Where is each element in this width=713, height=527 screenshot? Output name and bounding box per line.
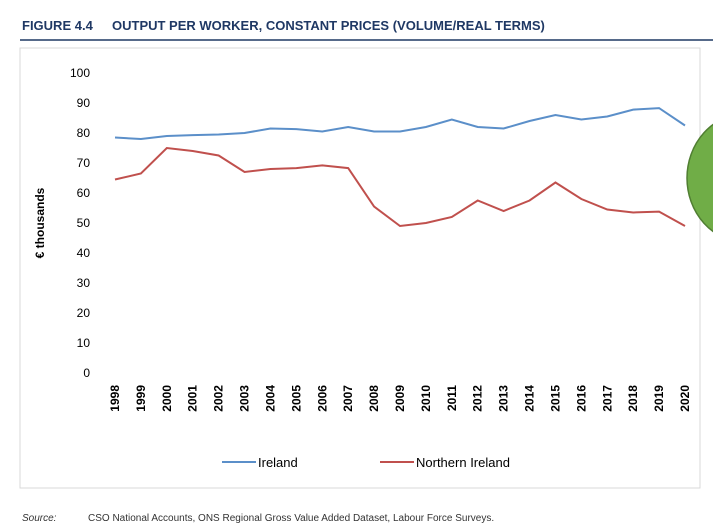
figure-title: OUTPUT PER WORKER, CONSTANT PRICES (VOLU… bbox=[112, 18, 545, 33]
chart-frame bbox=[19, 47, 701, 489]
x-tick-label: 2015 bbox=[548, 385, 562, 412]
y-tick-label: 40 bbox=[77, 246, 91, 260]
series-line bbox=[114, 107, 686, 141]
y-tick-label: 60 bbox=[77, 186, 91, 200]
x-tick-label: 2008 bbox=[367, 385, 381, 412]
x-tick-label: 2004 bbox=[263, 385, 277, 412]
x-tick-label: 2012 bbox=[471, 385, 485, 412]
x-tick-label: 2011 bbox=[445, 385, 459, 411]
y-tick-label: 70 bbox=[77, 156, 91, 170]
x-tick-label: 2000 bbox=[160, 385, 174, 412]
y-tick-label: 30 bbox=[77, 276, 91, 290]
y-tick-label: 80 bbox=[77, 126, 91, 140]
source-label: Source: bbox=[22, 513, 57, 524]
series-line bbox=[114, 146, 686, 228]
x-tick-label: 2002 bbox=[212, 385, 226, 412]
x-tick-label: 2003 bbox=[238, 385, 252, 412]
y-tick-label: 20 bbox=[77, 306, 91, 320]
x-tick-label: 2016 bbox=[574, 385, 588, 412]
x-tick-label: 2014 bbox=[523, 385, 537, 412]
x-tick-label: 2010 bbox=[419, 385, 433, 412]
y-tick-label: 10 bbox=[77, 336, 91, 350]
y-axis-label: € thousands bbox=[33, 187, 47, 258]
y-tick-label: 90 bbox=[77, 96, 91, 110]
x-tick-label: 2005 bbox=[289, 385, 303, 412]
y-tick-label: 0 bbox=[83, 366, 90, 380]
x-tick-label: 2017 bbox=[600, 385, 614, 412]
legend-label: Northern Ireland bbox=[416, 455, 510, 470]
legend-label: Ireland bbox=[258, 455, 298, 470]
x-tick-label: 2018 bbox=[626, 385, 640, 412]
y-tick-label: 50 bbox=[77, 216, 91, 230]
y-tick-label: 100 bbox=[70, 66, 90, 80]
x-tick-label: 2019 bbox=[652, 385, 666, 412]
figure-number: FIGURE 4.4 bbox=[22, 18, 94, 33]
source-text: CSO National Accounts, ONS Regional Gros… bbox=[88, 513, 494, 524]
x-tick-label: 2020 bbox=[678, 385, 692, 412]
x-tick-label: 1999 bbox=[134, 385, 148, 412]
x-tick-label: 2007 bbox=[341, 385, 355, 412]
x-tick-label: 1998 bbox=[108, 385, 122, 412]
x-tick-label: 2013 bbox=[497, 385, 511, 412]
x-tick-label: 2006 bbox=[315, 385, 329, 412]
decorative-circle bbox=[686, 123, 713, 233]
x-tick-label: 2001 bbox=[186, 385, 200, 412]
x-tick-label: 2009 bbox=[393, 385, 407, 412]
